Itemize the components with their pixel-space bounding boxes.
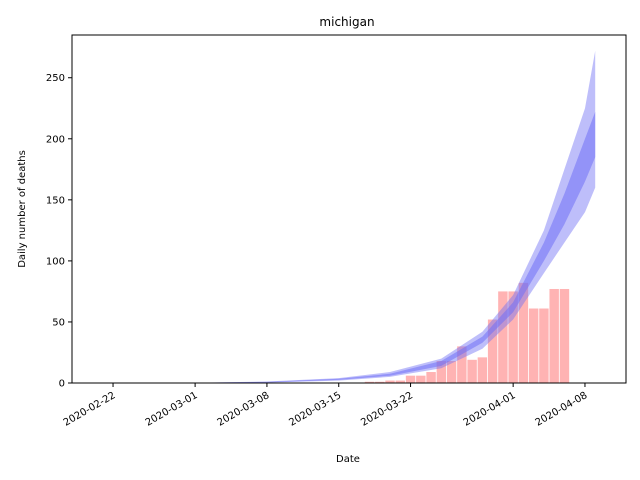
x-tick-label: 2020-03-01: [144, 390, 200, 429]
death-bar: [405, 375, 416, 383]
death-bar: [477, 357, 488, 383]
y-tick-label: 100: [46, 256, 65, 267]
chart-title: michigan: [319, 15, 374, 29]
death-bar: [416, 375, 426, 383]
death-bar: [395, 380, 406, 383]
plot-area: [113, 50, 596, 384]
x-tick-label: 2020-04-01: [462, 390, 518, 429]
y-axis-label: Daily number of deaths: [17, 150, 28, 268]
x-tick-label: 2020-02-22: [62, 390, 118, 429]
death-bar: [385, 380, 395, 383]
y-tick-label: 200: [46, 134, 65, 145]
x-tick-label: 2020-03-08: [216, 390, 272, 429]
plot-frame: [71, 34, 627, 384]
death-bar: [539, 308, 549, 383]
death-bar: [518, 282, 529, 383]
x-tick-label: 2020-04-08: [534, 390, 590, 429]
death-bar: [528, 308, 539, 383]
x-tick-label: 2020-03-15: [287, 390, 343, 429]
x-axis-label: Date: [336, 454, 360, 465]
x-tick-label: 2020-03-22: [359, 390, 415, 429]
death-bar: [487, 319, 498, 383]
death-bar: [508, 291, 518, 383]
death-bar: [426, 372, 436, 383]
death-bar: [446, 361, 457, 383]
death-bar: [436, 361, 447, 383]
death-bar: [559, 288, 570, 383]
death-bar: [364, 381, 375, 383]
death-bar: [467, 359, 477, 383]
death-bar: [549, 288, 559, 383]
y-tick-label: 0: [59, 379, 65, 390]
y-tick-label: 250: [46, 73, 65, 84]
death-bar: [457, 346, 467, 383]
x-axis: 2020-02-22 2020-03-01 2020-03-08 2020-03-15…: [62, 383, 590, 429]
death-bar: [375, 381, 385, 383]
y-tick-label: 150: [46, 195, 65, 206]
y-tick-label: 50: [52, 317, 65, 328]
death-bar: [498, 291, 508, 383]
y-axis: 0 50 100 150 200 250: [46, 73, 72, 390]
